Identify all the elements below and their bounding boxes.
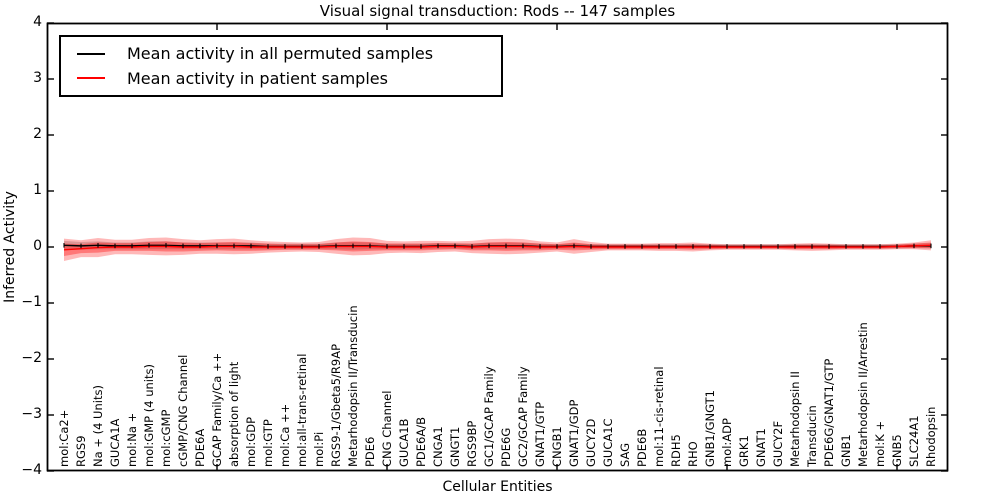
- error-tick-marks: [63, 243, 932, 249]
- x-tick-label: GUCA1C: [601, 418, 615, 467]
- x-tick-label: SLC24A1: [907, 415, 921, 467]
- x-tick-label: CNG Channel: [380, 390, 394, 467]
- y-tick-label: −4: [21, 462, 42, 478]
- x-tick-label: PDE6B: [635, 428, 649, 467]
- x-tick-label: Na + (4 Units): [91, 385, 105, 467]
- patient-line-sample: [77, 77, 105, 80]
- x-axis-title: Cellular Entities: [442, 479, 553, 495]
- x-tick-label: GNAT1/GTP: [533, 401, 547, 467]
- x-tick-label: GNB1: [839, 434, 853, 467]
- y-tick-label: 1: [33, 182, 42, 198]
- x-tick-label: mol:Na +: [125, 412, 139, 467]
- x-tick-label: cGMP/CNG Channel: [176, 354, 190, 467]
- x-tick-label: GRK1: [737, 435, 751, 467]
- x-tick-label: PDE6A/B: [414, 416, 428, 467]
- axes-frame: [46, 22, 949, 472]
- y-tick-label: 3: [33, 70, 42, 86]
- legend-label-permuted: Mean activity in all permuted samples: [127, 44, 434, 64]
- x-tick-label: mol:GTP: [261, 419, 275, 467]
- x-tick-label: GC2/GCAP Family: [516, 366, 530, 467]
- x-tick-label: mol:all-trans-retinal: [295, 353, 309, 467]
- x-tick-label: mol:11-cis-retinal: [652, 366, 666, 467]
- x-tick-label: GUCY2D: [584, 418, 598, 467]
- x-tick-label: mol:cGMP: [159, 409, 173, 467]
- x-tick-label: RDH5: [669, 434, 683, 467]
- x-tick-label: mol:K +: [873, 420, 887, 467]
- legend-item-patient: Mean activity in patient samples: [61, 69, 501, 88]
- x-tick-label: GCAP Family/Ca ++: [210, 352, 224, 467]
- x-tick-label: RGS9: [74, 435, 88, 467]
- x-tick-label: PDE6G/GNAT1/GTP: [822, 358, 836, 467]
- x-tick-label: CNGB1: [550, 426, 564, 467]
- legend-item-permuted: Mean activity in all permuted samples: [61, 44, 501, 63]
- x-tick-label: GNGT1: [448, 426, 462, 467]
- x-tick-label: RHO: [686, 441, 700, 467]
- x-tick-label: PDE6: [363, 436, 377, 467]
- x-tick-label: Metarhodopsin II/Arrestin: [856, 322, 870, 467]
- patient-samples-inner-range: [64, 241, 931, 256]
- y-axis-title: Inferred Activity: [2, 191, 18, 303]
- x-tick-label: GUCA1A: [108, 418, 122, 467]
- y-tick-label: −2: [21, 350, 42, 366]
- y-tick-label: −1: [21, 294, 42, 310]
- x-tick-label: GUCY2F: [771, 420, 785, 467]
- x-tick-label: CNGA1: [431, 426, 445, 467]
- x-tick-label: Metarhodopsin II/Transducin: [346, 305, 360, 467]
- x-tick-label: GNAT1/GDP: [567, 399, 581, 467]
- permuted-line-sample: [77, 52, 105, 55]
- x-tick-label: GNB1/GNGT1: [703, 390, 717, 467]
- x-tick-label: mol:Pi: [312, 431, 326, 467]
- y-tick-label: 0: [33, 238, 42, 254]
- x-tick-label: RGS9BP: [465, 420, 479, 467]
- x-tick-label: mol:GMP (4 units): [142, 364, 156, 467]
- y-tick-label: −3: [21, 406, 42, 422]
- x-tick-label: GUCA1B: [397, 418, 411, 467]
- x-tick-label: PDE6G: [499, 427, 513, 467]
- chart-title: Visual signal transduction: Rods -- 147 …: [319, 2, 676, 20]
- legend-label-patient: Mean activity in patient samples: [127, 68, 388, 88]
- x-tick-label: SAG: [618, 442, 632, 467]
- x-tick-label: Rhodopsin: [924, 406, 938, 467]
- x-tick-label: Transducin: [805, 405, 819, 467]
- x-tick-label: mol:ADP: [720, 418, 734, 467]
- x-tick-label: GNB5: [890, 434, 904, 467]
- patient-samples-range: [64, 237, 931, 261]
- x-tick-label: PDE6A: [193, 428, 207, 467]
- legend-box: Mean activity in all permuted samples Me…: [59, 35, 503, 97]
- x-tick-label: mol:Ca2+: [57, 409, 71, 467]
- x-tick-label: GC1/GCAP Family: [482, 366, 496, 467]
- y-tick-label: 4: [33, 14, 42, 30]
- x-tick-label: GNAT1: [754, 428, 768, 467]
- x-tick-label: mol:GDP: [244, 416, 258, 467]
- x-tick-label: absorption of light: [227, 361, 241, 467]
- plot-layers: [63, 237, 932, 261]
- x-tick-label: mol:Ca ++: [278, 403, 292, 467]
- patient-mean-line: [63, 244, 932, 251]
- x-tick-label: Metarhodopsin II: [788, 371, 802, 467]
- x-tick-label: RGS9-1/Gbeta5/R9AP: [329, 343, 343, 467]
- y-tick-label: 2: [33, 126, 42, 142]
